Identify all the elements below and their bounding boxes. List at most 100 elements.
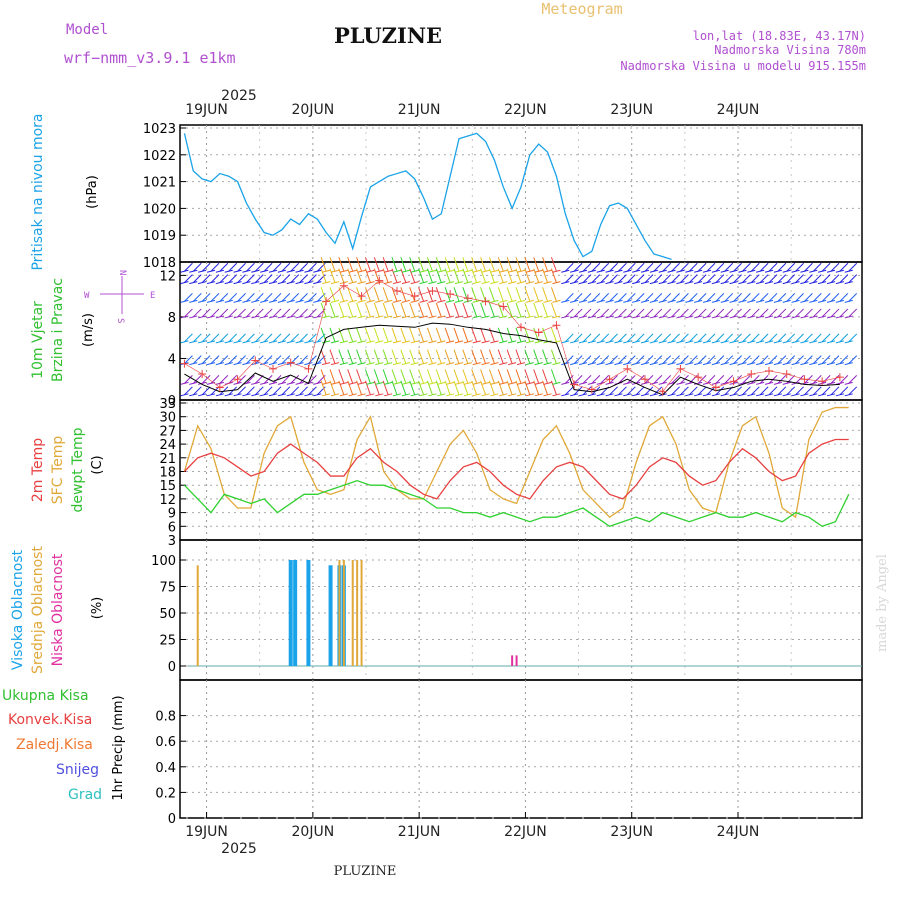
wind-barb [409,369,416,384]
wind-barb-shaft [233,393,242,397]
wind-barb [329,349,336,364]
wind-barb-shaft [437,381,446,385]
wind-barb [582,333,592,343]
wind-barb [426,327,433,343]
wind-barb [201,355,211,365]
wind-barb [795,375,804,384]
wind-barb-shaft [543,269,552,273]
wind-barb [550,268,557,283]
wind-barb [219,262,229,272]
wind-barb-shaft [357,315,366,319]
wind-barb [600,262,610,272]
wind-barb-shaft [286,340,295,344]
wind-barb-shaft [180,393,189,397]
wind-barb-shaft [481,381,490,385]
wind-barb [246,355,255,365]
wind-barb-shaft [490,269,499,273]
wind-barb [497,369,504,384]
wind-barb [582,375,592,384]
wind-barb-shaft [578,299,588,303]
wind-barb-shaft [392,315,402,319]
wind-barb-shaft [198,281,207,285]
wind-barb [290,386,300,396]
wind-barb [471,327,478,343]
wind-barb-shaft [552,381,561,385]
wind-barb-shaft [756,299,765,303]
wind-barb-shaft [384,340,393,344]
wind-barb [272,308,282,318]
wind-barb [338,257,345,272]
wind-barb-shaft [313,281,322,285]
wind-barb-shaft [676,362,685,366]
wind-barb-shaft [578,315,588,319]
wind-barb-shaft [738,269,747,273]
wind-barb [462,349,469,364]
wind-barb-shaft [782,362,791,366]
wind-barb-shaft [711,299,720,303]
wind-barb [488,268,495,283]
wind-barb-shaft [446,381,455,385]
wind-barb [435,302,442,318]
wind-barb-shaft [490,362,499,366]
wind-barb [564,262,574,272]
wind-barb-shaft [658,269,667,273]
wind-barb-shaft [189,340,198,344]
xtick-label-bottom: 22JUN [504,824,547,840]
wind-barb-shaft [463,281,472,285]
wind-barb [715,262,725,272]
wind-barb [237,355,246,365]
wind-barb [246,274,255,284]
compass-e: E [150,291,155,301]
model-name: wrf−nmm_v3.9.1 e1km [64,49,236,67]
wind-barb-shaft [189,281,198,285]
wind-barb [391,287,398,302]
wind-barb-shaft [720,340,729,344]
wind-barb [347,369,354,384]
wind-barb-shaft [215,340,224,344]
wind-barb [542,287,549,302]
wind-barb [210,386,220,396]
wind-barb-shaft [490,315,499,319]
wind-barb-shaft [251,340,260,344]
cloud-low-label: Niska Oblacnost [50,553,66,666]
wind-barb [671,333,680,343]
pressure-ytick-label: 1022 [143,149,176,164]
cloud-bar-low [511,655,514,666]
wind-barb-shaft [313,340,322,344]
wind-barb [706,262,716,272]
wind-barb-shaft [702,315,712,319]
wind-barb-shaft [463,340,472,344]
wind-barb-shaft [516,381,526,385]
wind-barb [444,380,451,395]
wind-barb [582,355,592,365]
wind-barb [733,386,742,396]
wind-barb-shaft [419,362,428,366]
wind-barb-shaft [499,340,508,344]
wind-barb-shaft [844,393,853,397]
wind-barb [653,292,663,302]
wind-barb [644,274,654,284]
wind-barb [600,375,610,384]
wind-barb [184,308,193,318]
wind-barb-shaft [454,393,464,397]
wind-barb-shaft [791,381,800,385]
wind-barb [742,308,751,318]
elevation-label: Nadmorska Visina 780m [714,43,866,57]
wind-barb-shaft [384,281,393,285]
wind-barb [768,355,778,365]
wind-barb [635,386,645,396]
wind-barb [228,375,238,384]
cloud-bar-mid [196,565,199,666]
wind-barb [848,333,858,343]
wind-barb [471,287,478,302]
wind-barb-shaft [180,281,189,285]
wind-barb [697,355,707,365]
wind-barb-shaft [543,381,552,385]
compass-n: N [117,270,127,275]
wind-barb [272,274,282,284]
wind-barb-shaft [268,299,278,303]
wind-barb [246,375,255,384]
wind-barb-shaft [392,340,402,344]
wind-barb-shaft [738,315,747,319]
wind-barb [644,333,654,343]
